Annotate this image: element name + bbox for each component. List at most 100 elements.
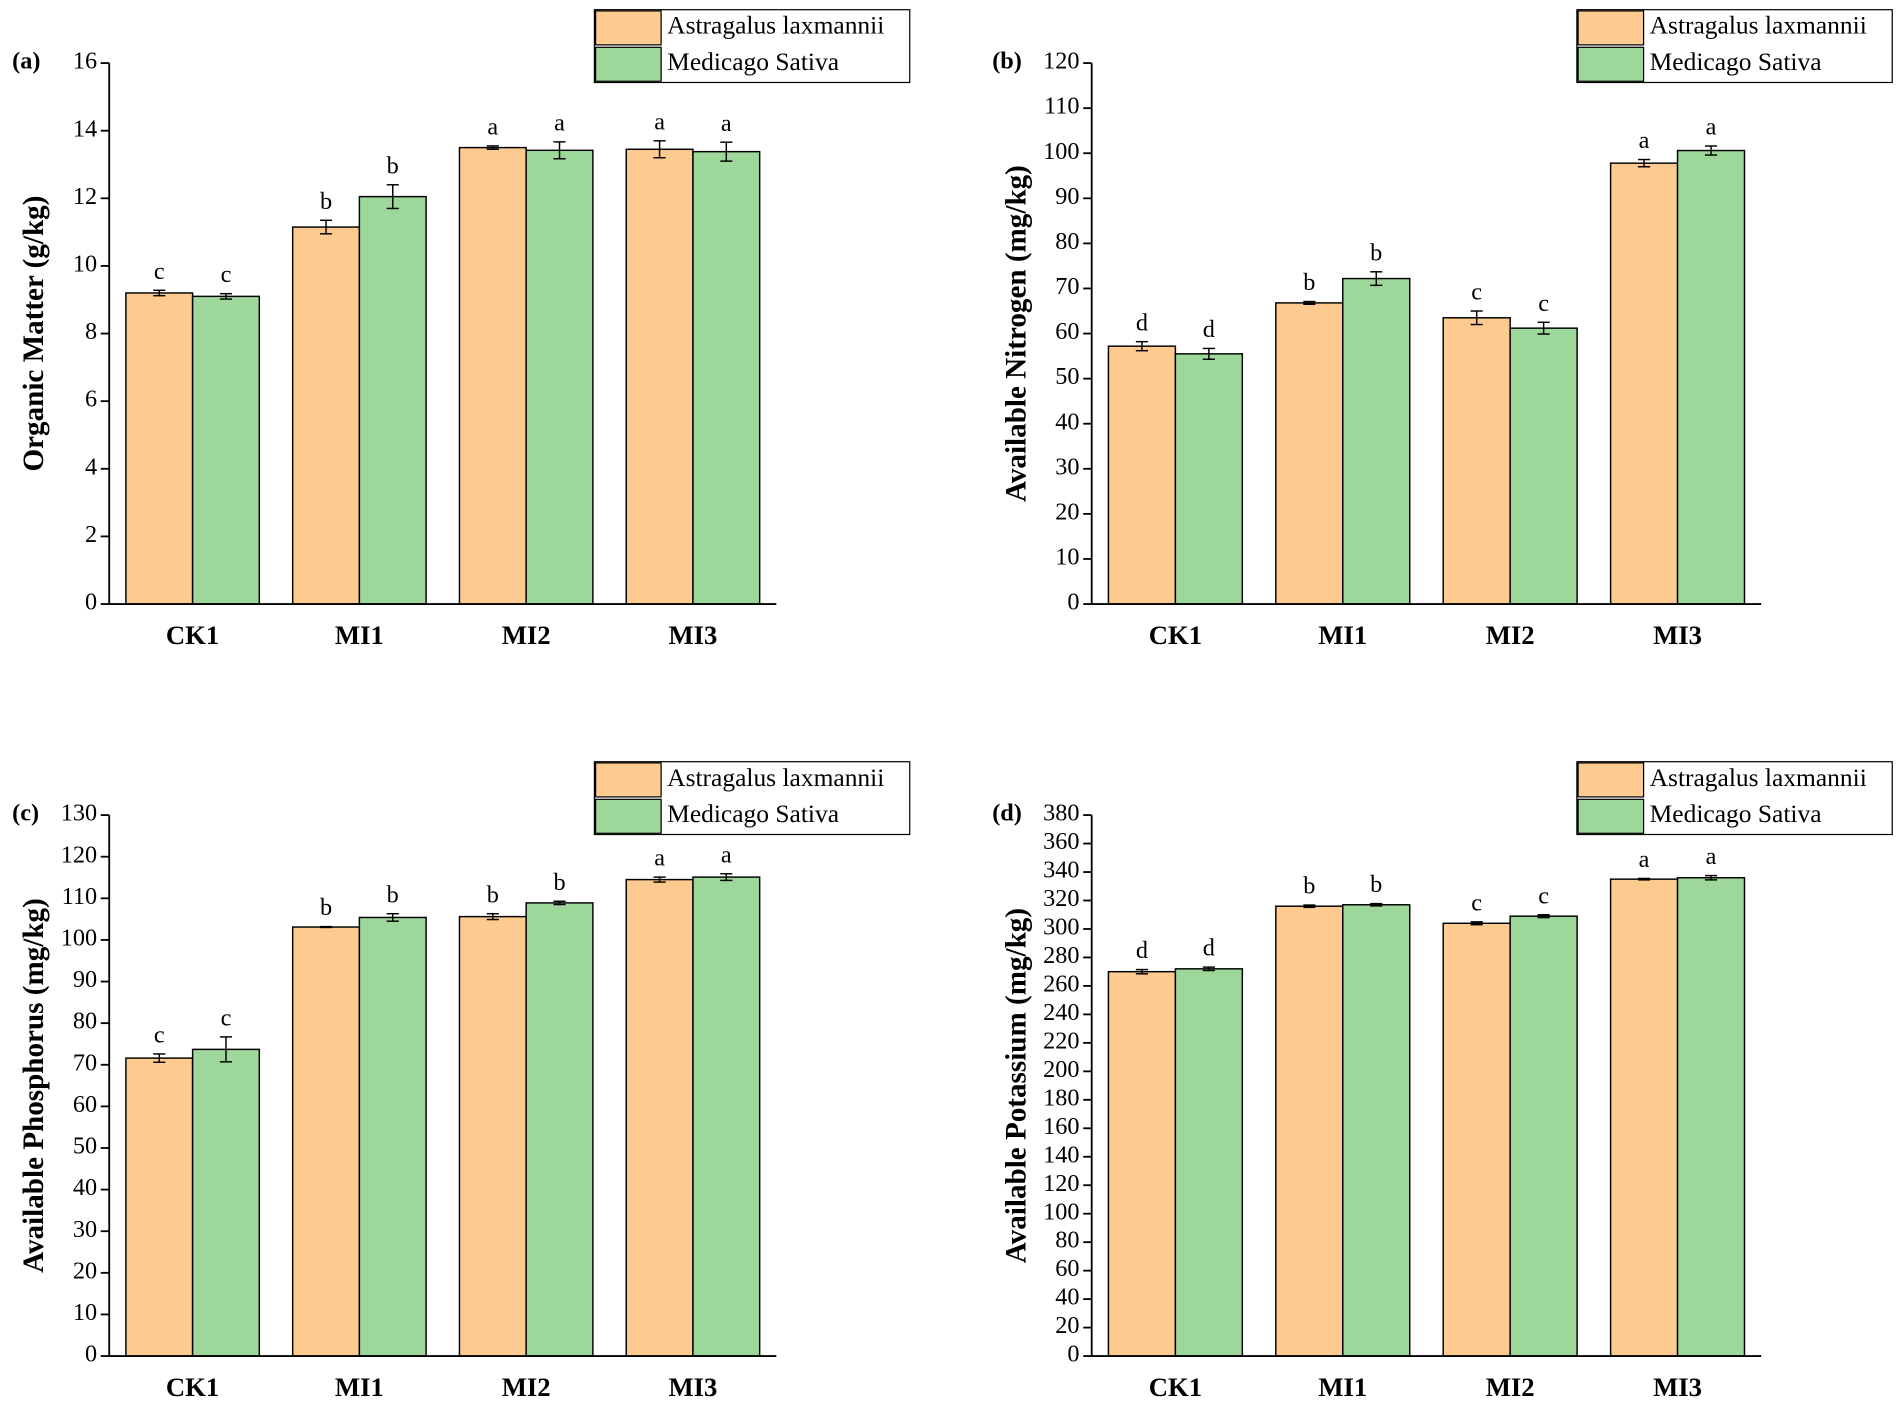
y-tick-label: 90 [1055,183,1079,210]
significance-letter: c [154,258,165,285]
error-bar [1537,321,1550,335]
x-tick-label: CK1 [166,620,219,650]
bar [1676,877,1746,1357]
x-tick-label: CK1 [1149,620,1202,650]
y-tick-label: 220 [1043,1027,1079,1054]
significance-letter: b [1370,239,1382,266]
error-bar [553,141,566,160]
y-tick-label: 10 [73,250,97,277]
error-bar [153,1053,166,1063]
y-tick-label: 60 [1055,318,1079,345]
y-tick-label: 120 [61,841,97,868]
error-bar [1537,914,1550,919]
panel: (b) Available Nitrogen (mg/kg) 0 10 20 30 40 50… [992,9,1893,650]
legend-swatch [595,46,662,82]
legend-swatch [1577,10,1645,46]
bar [525,149,594,605]
legend-label: Astragalus laxmannii [1650,763,1867,792]
bar [358,195,427,605]
y-tick-label: 60 [73,1091,97,1118]
bar [125,1057,194,1357]
y-tick-label: 80 [73,1008,97,1035]
x-tick-label: CK1 [166,1372,219,1402]
bar [1442,317,1511,605]
y-tick-label: 0 [85,589,97,616]
panel-label: (d) [992,800,1022,827]
y-axis-title: Available Potassium (mg/kg) [1001,908,1033,1263]
significance-letter: a [554,109,565,136]
bar [1174,353,1244,605]
y-tick-label: 40 [1055,1284,1079,1311]
error-bar [153,289,166,297]
x-tick-label: MI2 [1486,620,1535,650]
y-tick-label: 40 [73,1174,97,1201]
bar [191,1048,261,1357]
y-tick-label: 30 [1055,453,1079,480]
bar [625,148,694,605]
y-tick-label: 100 [1043,138,1079,165]
error-bar [653,876,666,883]
error-bar [1370,902,1383,907]
error-bar [1470,310,1483,326]
significance-letter: a [654,108,665,135]
bar [1342,277,1411,605]
legend-swatch [595,762,662,798]
y-tick-label: 110 [62,883,97,910]
y-tick-label: 20 [73,1257,97,1284]
bar [1107,970,1177,1357]
error-bar [720,873,733,882]
y-tick-label: 130 [61,800,97,827]
error-bar [386,912,399,922]
x-tick-label: MI3 [669,1372,718,1402]
legend-label: Medicago Sativa [1650,799,1822,828]
x-tick-label: MI2 [502,1372,551,1402]
y-tick-label: 300 [1043,914,1079,941]
x-tick-label: MI1 [1318,620,1367,650]
significance-letter: c [1471,279,1482,306]
significance-letter: b [487,881,499,908]
y-tick-label: 0 [85,1341,97,1368]
significance-letter: a [654,845,665,872]
error-bar [653,140,666,159]
significance-letter: d [1203,935,1215,962]
legend-label: Medicago Sativa [1650,47,1822,76]
y-tick-label: 110 [1044,93,1079,120]
y-tick-label: 50 [1055,363,1079,390]
error-bar [1202,347,1215,360]
panel: (d)Available Potassium (mg/kg)0204060801… [992,761,1893,1402]
y-tick-label: 20 [1055,498,1079,525]
bar [1275,905,1344,1357]
error-bar [319,925,333,929]
error-bar [1202,966,1215,972]
error-bar [1135,340,1148,352]
y-tick-label: 140 [1043,1141,1079,1168]
bar [625,878,694,1357]
x-tick-label: CK1 [1149,1372,1202,1402]
y-tick-label: 60 [1055,1255,1079,1282]
significance-letter: a [1706,843,1717,870]
y-tick-label: 2 [85,521,97,548]
y-tick-label: 70 [1055,273,1079,300]
error-bar [1638,158,1651,168]
error-bar [319,219,333,235]
significance-letter: d [1136,937,1148,964]
bar [1342,904,1411,1357]
y-tick-label: 180 [1043,1084,1079,1111]
significance-letter: a [487,113,498,140]
y-axis-title: Available Phosphorus (mg/kg) [18,898,50,1273]
error-bar [486,145,499,151]
bar [1174,968,1244,1357]
y-tick-label: 12 [73,183,97,210]
bar [291,926,361,1357]
y-axis-title: Organic Matter (g/kg) [18,196,50,472]
significance-letter: c [154,1022,165,1049]
x-tick-label: MI3 [1653,1372,1702,1402]
bar [525,902,594,1357]
bar [1107,345,1177,605]
y-tick-label: 340 [1043,857,1079,884]
panel: (a) Organic Matter (g/kg) 0 2 4 6 8 10 12 14 16 CK1… [12,9,911,650]
y-tick-label: 240 [1043,999,1079,1026]
legend: Astragalus laxmannii Medicago Sativa [593,761,911,836]
y-tick-label: 10 [73,1299,97,1326]
error-bar [1638,877,1651,881]
